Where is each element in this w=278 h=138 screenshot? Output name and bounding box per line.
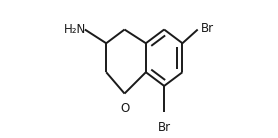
Text: Br: Br <box>158 121 171 134</box>
Text: O: O <box>120 102 129 115</box>
Text: Br: Br <box>201 22 214 34</box>
Text: H₂N: H₂N <box>64 23 86 36</box>
